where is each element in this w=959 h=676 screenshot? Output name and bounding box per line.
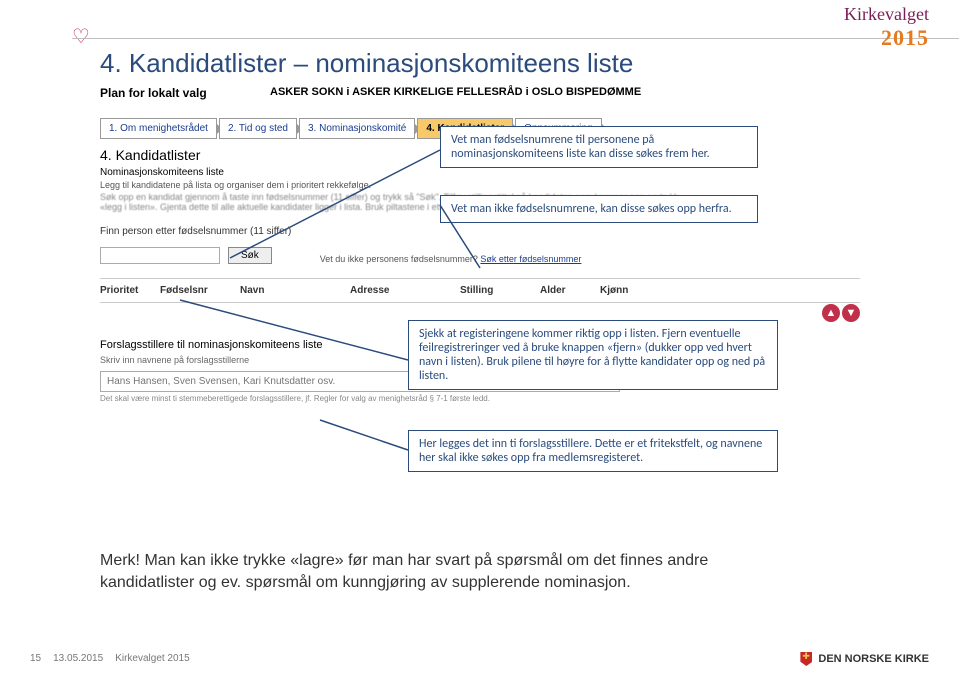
- col-fodselsnr: Fødselsnr: [160, 285, 240, 296]
- col-prioritet: Prioritet: [100, 285, 160, 296]
- callout-4: Her legges det inn ti forslagsstillere. …: [408, 430, 778, 472]
- search-label: Finn person etter fødselsnummer (11 siff…: [100, 226, 860, 237]
- footer-org: DEN NORSKE KIRKE: [818, 653, 929, 665]
- hint-q: Vet du ikke personens fødselsnummer?: [320, 254, 478, 264]
- col-navn: Navn: [240, 285, 350, 296]
- hint-link[interactable]: Søk etter fødselsnummer: [480, 254, 581, 264]
- callout-2: Vet man ikke fødselsnumrene, kan disse s…: [440, 195, 758, 223]
- tab-3[interactable]: 3. Nominasjonskomité: [299, 118, 415, 139]
- subsection-2: Legg til kandidatene på lista og organis…: [100, 180, 860, 190]
- hint-text: Vet du ikke personens fødselsnummer? Søk…: [320, 254, 582, 264]
- proposers-rule-text: Det skal være minst ti stemmeberettigede…: [100, 394, 860, 403]
- kirkevalget-logo: Kirkevalget 2015: [844, 4, 929, 51]
- callout-3-text: Sjekk at registeringene kommer riktig op…: [419, 327, 765, 383]
- col-alder: Alder: [540, 285, 600, 296]
- subsection-1: Nominasjonskomiteens liste: [100, 167, 860, 178]
- footer-date: 13.05.2015: [53, 653, 103, 664]
- col-adresse: Adresse: [350, 285, 460, 296]
- callout-1-text: Vet man fødselsnumrene til personene på …: [451, 133, 710, 161]
- logo-name: Kirkevalget: [844, 4, 929, 24]
- callout-3: Sjekk at registeringene kommer riktig op…: [408, 320, 778, 390]
- move-down-icon[interactable]: ▼: [842, 304, 860, 322]
- church-shield-icon: [800, 652, 812, 666]
- tab-1[interactable]: 1. Om menighetsrådet: [100, 118, 217, 139]
- reorder-arrows: ▲ ▼: [822, 304, 860, 322]
- logo-year: 2015: [881, 25, 929, 50]
- footer-page: 15: [30, 653, 41, 664]
- col-stilling: Stilling: [460, 285, 540, 296]
- candidates-table-header: Prioritet Fødselsnr Navn Adresse Stillin…: [100, 278, 860, 303]
- merk-note: Merk! Man kan ikke trykke «lagre» før ma…: [100, 550, 800, 593]
- footer-right: DEN NORSKE KIRKE: [800, 652, 929, 666]
- search-row: Søk Vet du ikke personens fødselsnummer?…: [100, 247, 860, 264]
- tab-2[interactable]: 2. Tid og sted: [219, 118, 297, 139]
- col-kjonn: Kjønn: [600, 285, 660, 296]
- search-button[interactable]: Søk: [228, 247, 272, 264]
- callout-4-text: Her legges det inn ti forslagsstillere. …: [419, 437, 762, 465]
- breadcrumb: ASKER SOKN i ASKER KIRKELIGE FELLESRÅD i…: [270, 86, 641, 98]
- slide-title: 4. Kandidatlister – nominasjonskomiteens…: [100, 48, 633, 79]
- heart-deco-icon: ♡: [72, 24, 90, 49]
- callout-1: Vet man fødselsnumrene til personene på …: [440, 126, 758, 168]
- fnr-input[interactable]: [100, 247, 220, 264]
- footer-event: Kirkevalget 2015: [115, 653, 190, 664]
- move-up-icon[interactable]: ▲: [822, 304, 840, 322]
- header-rule: [0, 38, 959, 39]
- callout-2-text: Vet man ikke fødselsnumrene, kan disse s…: [451, 202, 732, 216]
- footer-left: 15 13.05.2015 Kirkevalget 2015: [30, 653, 190, 664]
